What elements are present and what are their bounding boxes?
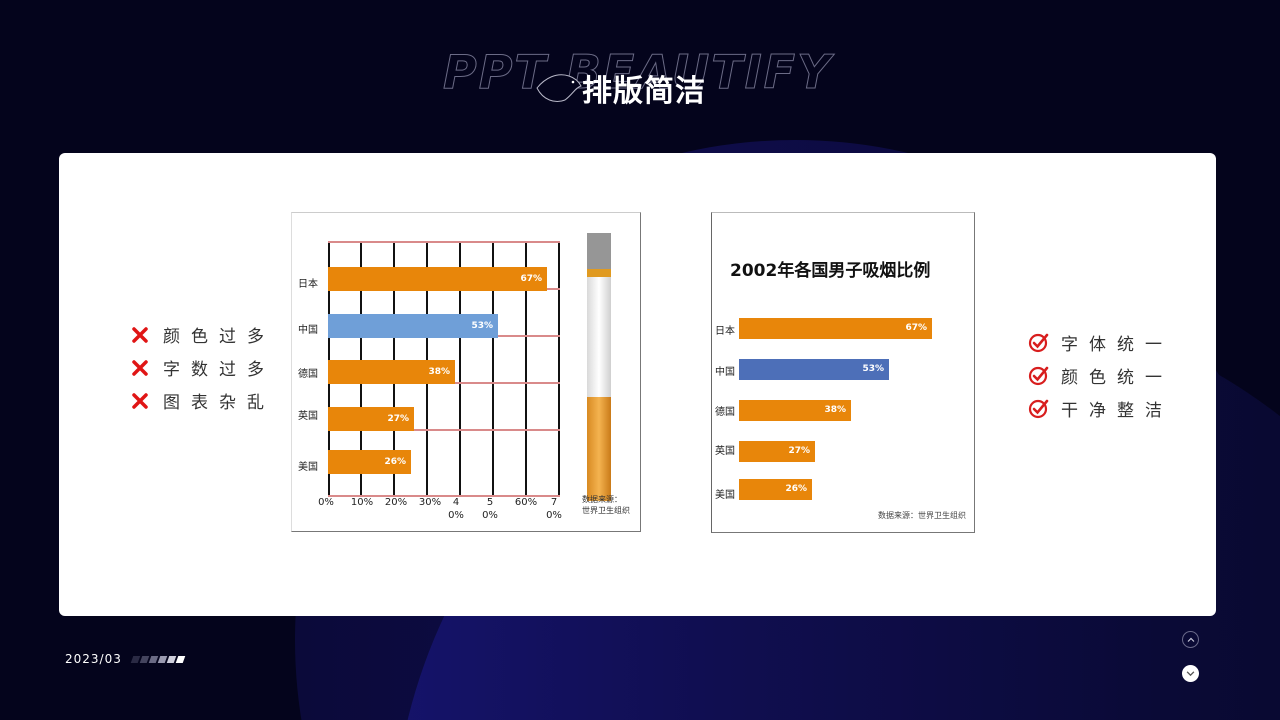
improvements-list: 字体统一 颜色统一 干净整洁 bbox=[1028, 326, 1173, 425]
improvement-item: 颜色统一 bbox=[1028, 359, 1173, 392]
header-background-word: PPT BEAUTIFY bbox=[443, 45, 833, 100]
category-label: 德国 bbox=[298, 369, 318, 380]
problem-item: 字数过多 bbox=[131, 351, 275, 384]
problem-label: 颜色过多 bbox=[163, 327, 275, 347]
cluttered-bar-chart: 日本 中国 德国 英国 美国 67% 53% 38% 27% 26% 0% 10… bbox=[291, 212, 641, 532]
improvement-label: 字体统一 bbox=[1061, 335, 1173, 355]
bar-uk: 27% bbox=[739, 441, 815, 462]
page-title: 排版简洁 bbox=[582, 74, 706, 109]
improvement-label: 干净整洁 bbox=[1061, 401, 1173, 421]
red-x-icon bbox=[132, 359, 148, 376]
bar-germany: 38% bbox=[739, 400, 851, 421]
problem-item: 图表杂乱 bbox=[131, 384, 275, 417]
category-label: 英国 bbox=[715, 446, 735, 457]
problem-item: 颜色过多 bbox=[131, 318, 275, 351]
x-tick: 0% bbox=[318, 497, 334, 508]
bird-logo-icon bbox=[536, 74, 582, 102]
bar-usa: 26% bbox=[328, 450, 411, 474]
previous-page-button[interactable] bbox=[1182, 631, 1199, 648]
bar-china: 53% bbox=[739, 359, 889, 380]
problem-label: 字数过多 bbox=[163, 360, 275, 380]
chart-source: 数据来源：世界卫生组织 bbox=[878, 511, 966, 520]
category-label: 德国 bbox=[715, 407, 735, 418]
red-check-circle-icon bbox=[1028, 399, 1049, 419]
cigarette-image bbox=[587, 233, 611, 501]
bar-germany: 38% bbox=[328, 360, 455, 384]
category-label: 美国 bbox=[298, 462, 318, 473]
x-tick: 10% bbox=[350, 497, 374, 508]
category-label: 日本 bbox=[715, 326, 735, 337]
chevron-up-icon bbox=[1187, 637, 1195, 642]
problems-list: 颜色过多 字数过多 图表杂乱 bbox=[131, 318, 275, 417]
problem-label: 图表杂乱 bbox=[163, 393, 275, 413]
bar-uk: 27% bbox=[328, 407, 414, 431]
improvement-item: 字体统一 bbox=[1028, 326, 1173, 359]
red-x-icon bbox=[132, 392, 148, 409]
red-x-icon bbox=[132, 326, 148, 343]
chart-source: 数据来源： 世界卫生组织 bbox=[582, 495, 630, 515]
category-label: 英国 bbox=[298, 411, 318, 422]
improvement-item: 干净整洁 bbox=[1028, 392, 1173, 425]
x-tick: 20% bbox=[384, 497, 408, 508]
red-check-circle-icon bbox=[1028, 333, 1049, 353]
improvement-label: 颜色统一 bbox=[1061, 368, 1173, 388]
next-page-button[interactable] bbox=[1182, 665, 1199, 682]
x-tick: 30% bbox=[418, 497, 442, 508]
bar-japan: 67% bbox=[328, 267, 547, 291]
clean-bar-chart: 2002年各国男子吸烟比例 日本 中国 德国 英国 美国 67% 53% 38%… bbox=[711, 212, 975, 533]
bar-usa: 26% bbox=[739, 479, 812, 500]
chevron-down-icon bbox=[1186, 671, 1195, 677]
bar-china: 53% bbox=[328, 314, 498, 338]
footer-date: 2023/03 bbox=[65, 652, 122, 666]
category-label: 日本 bbox=[298, 279, 318, 290]
chart-title: 2002年各国男子吸烟比例 bbox=[730, 261, 931, 281]
category-label: 美国 bbox=[715, 490, 735, 501]
x-tick: 50% bbox=[482, 497, 498, 521]
bar-japan: 67% bbox=[739, 318, 932, 339]
category-label: 中国 bbox=[298, 325, 318, 336]
category-label: 中国 bbox=[715, 367, 735, 378]
decorative-stripes bbox=[130, 656, 186, 663]
red-check-circle-icon bbox=[1028, 366, 1049, 386]
x-tick: 40% bbox=[448, 497, 464, 521]
x-tick: 60% bbox=[514, 497, 538, 508]
x-tick: 70% bbox=[546, 497, 562, 521]
